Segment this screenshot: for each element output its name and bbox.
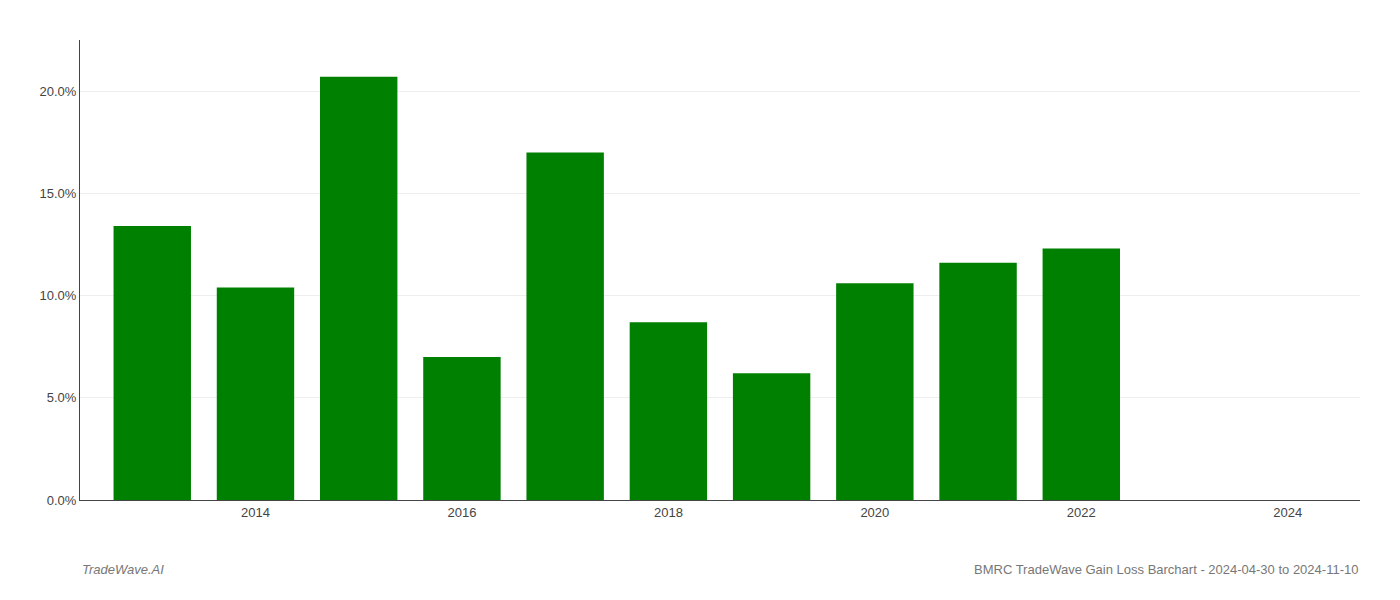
svg-text:0.0%: 0.0% — [47, 493, 77, 508]
svg-text:TradeWave.AI: TradeWave.AI — [82, 562, 164, 577]
svg-text:5.0%: 5.0% — [47, 390, 77, 405]
svg-text:2020: 2020 — [860, 505, 889, 520]
svg-text:10.0%: 10.0% — [40, 288, 77, 303]
svg-text:2022: 2022 — [1067, 505, 1096, 520]
svg-text:2018: 2018 — [654, 505, 683, 520]
svg-text:15.0%: 15.0% — [40, 186, 77, 201]
svg-text:2024: 2024 — [1273, 505, 1302, 520]
svg-text:2016: 2016 — [447, 505, 476, 520]
svg-text:BMRC TradeWave Gain Loss Barch: BMRC TradeWave Gain Loss Barchart - 2024… — [974, 562, 1358, 577]
svg-text:2014: 2014 — [241, 505, 270, 520]
svg-text:20.0%: 20.0% — [40, 84, 77, 99]
